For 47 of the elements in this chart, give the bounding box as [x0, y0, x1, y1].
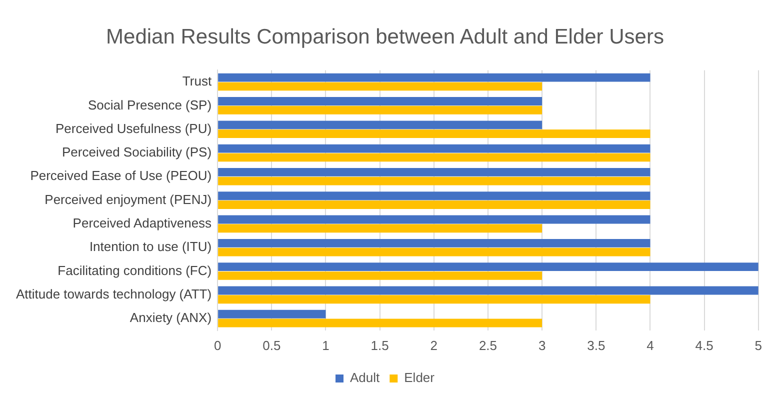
bar [218, 153, 650, 162]
bar [218, 271, 542, 280]
bar [218, 215, 650, 224]
y-tick-label: Perceived Ease of Use (PEOU) [30, 168, 212, 184]
bar [218, 224, 542, 233]
bar [218, 192, 650, 200]
y-tick-label: Perceived Usefulness (PU) [56, 120, 212, 136]
y-tick-label: Perceived enjoyment (PENJ) [44, 192, 212, 207]
y-tick-label: Trust [182, 74, 212, 89]
x-tick-label: 3 [538, 338, 546, 353]
chart-title: Median Results Comparison between Adult and Elder Users [106, 25, 664, 48]
y-tick-label: Anxiety (ANX) [130, 310, 212, 326]
x-tick-label: 2 [430, 338, 438, 353]
bar [218, 318, 542, 328]
bar [218, 130, 650, 138]
bar [218, 73, 650, 82]
bar [218, 200, 650, 209]
x-tick-label: 0 [214, 338, 222, 353]
bar [218, 295, 650, 304]
legend-label: Elder [404, 370, 436, 386]
bar [218, 262, 758, 272]
x-tick-label: 5 [754, 338, 762, 353]
x-tick-label: 0.5 [262, 338, 281, 353]
bar [218, 120, 542, 130]
bar [218, 248, 650, 256]
bar [218, 176, 650, 186]
x-tick-label: 3.5 [587, 338, 606, 353]
x-tick-label: 4.5 [695, 338, 714, 353]
bar [218, 310, 326, 318]
bar [218, 106, 542, 114]
y-tick-label: Perceived Sociability (PS) [62, 144, 212, 160]
bar [218, 82, 542, 91]
bar [218, 286, 758, 295]
legend-label: Adult [350, 370, 380, 386]
x-tick-label: 1.5 [370, 338, 389, 353]
y-tick-label: Perceived Adaptiveness [72, 216, 212, 231]
bar [218, 168, 650, 176]
y-tick-label: Attitude towards technology (ATT) [16, 286, 212, 302]
x-tick-label: 4 [646, 338, 654, 353]
y-tick-label: Facilitating conditions (FC) [58, 262, 212, 278]
y-tick-label: Intention to use (ITU) [89, 239, 212, 254]
y-tick-label: Social Presence (SP) [88, 97, 212, 112]
x-tick-label: 2.5 [478, 338, 498, 353]
bar [218, 144, 650, 153]
x-tick-label: 1 [322, 338, 330, 353]
bar [218, 238, 650, 248]
bar [218, 97, 542, 106]
